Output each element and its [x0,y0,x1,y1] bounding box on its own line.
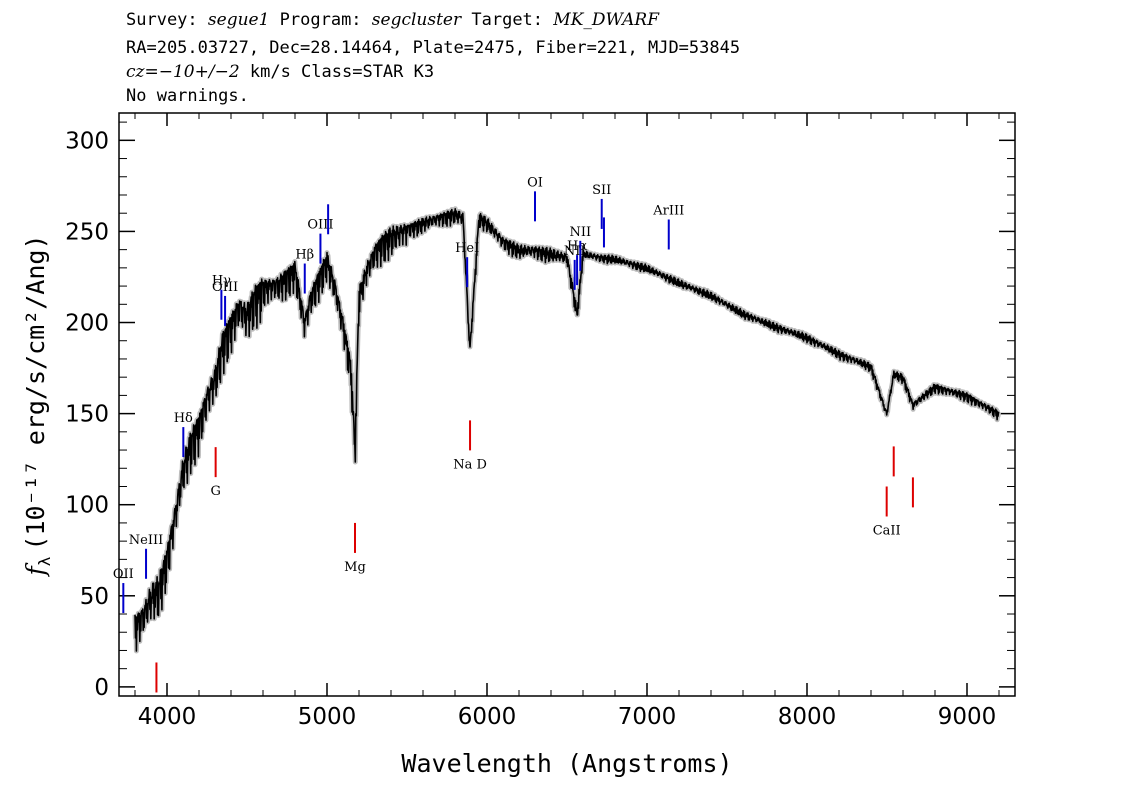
emission-line-label: SII [592,183,611,198]
velocity-value: cz=−10+/−2 [126,62,240,82]
header-line-1: Survey: segue1 Program: segcluster Targe… [126,10,659,30]
y-tick-label: 250 [65,219,109,245]
absorption-line-label: G [210,484,220,499]
y-tick-label: 100 [65,493,109,519]
emission-line-label: OIII [307,218,333,233]
absorption-line-label: Na D [453,457,487,472]
axis-ticks: 4000 5000 6000 7000 8000 9000 0 50 100 150 200 250 3… [65,113,1015,730]
emission-line-label: NeIII [129,533,163,548]
y-tick-label: 150 [65,402,109,428]
y-axis-subscript: λ [35,556,54,566]
class-text: km/s Class=STAR K3 [239,62,435,82]
absorption-line-label: CaII [873,523,901,538]
y-axis-title: fλ (10⁻¹⁷ erg/s/cm²/Ang) [21,235,54,578]
svg-text:fλ(10⁻¹⁷ erg/s/cm²/Ang): fλ (10⁻¹⁷ erg/s/cm²/Ang) [21,235,54,578]
plot-frame [118,112,1016,697]
x-tick-label: 8000 [778,704,837,730]
program-value: segcluster [371,10,462,30]
error-band [132,206,1001,654]
x-axis-title: Wavelength (Angstroms) [401,749,732,778]
emission-line-label: Hγ [212,274,231,289]
header-line-3: cz=−10+/−2 km/s Class=STAR K3 [126,62,434,82]
absorption-line-label: Mg [344,560,366,575]
emission-line-label: Hα [567,239,587,254]
flux-line [134,208,1000,652]
program-label: Program: [279,10,362,30]
x-tick-label: 9000 [938,704,997,730]
y-tick-label: 300 [65,128,109,154]
y-axis-units: (10⁻¹⁷ erg/s/cm²/Ang) [21,235,50,551]
emission-line-label: OI [527,175,543,190]
target-value: MK_DWARF [553,10,660,30]
x-tick-label: 7000 [618,704,677,730]
x-tick-label: 6000 [458,704,517,730]
header-line-4: No warnings. [126,86,249,106]
emission-line-label: ArIII [652,203,684,218]
y-axis-symbol: f [21,562,50,577]
survey-label: Survey: [126,10,198,30]
y-tick-label: 200 [65,311,109,337]
header-line-2: RA=205.03727, Dec=28.14464, Plate=2475, … [126,38,741,58]
emission-line-label: OII [113,567,134,582]
emission-line-label: Hβ [295,248,314,263]
target-label: Target: [471,10,544,30]
spectrum-series [132,206,1001,654]
emission-line-label: Hδ [174,411,193,426]
emission-line-label: OIII [212,280,238,295]
y-tick-label: 0 [94,675,109,701]
survey-value: segue1 [207,10,270,30]
emission-line-label: NII [569,225,591,240]
line-markers: OIINeIIIHδHγOIIIHβOIIIHeIOINIIHαNIISIIAr… [113,175,914,693]
emission-line-label: HeI [455,241,479,256]
x-tick-label: 4000 [138,704,197,730]
x-tick-label: 5000 [298,704,357,730]
y-tick-label: 50 [80,584,109,610]
